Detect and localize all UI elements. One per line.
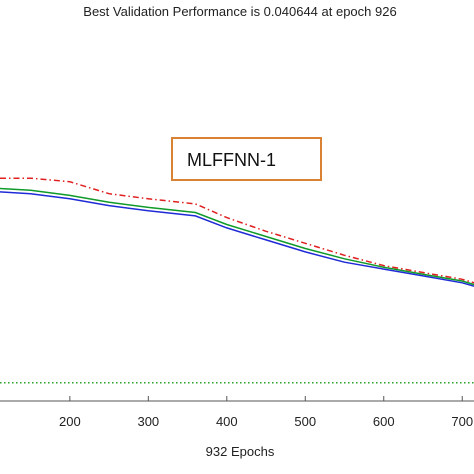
series-layer — [0, 177, 474, 384]
x-tick-label: 600 — [373, 414, 395, 429]
x-axis-label: 932 Epochs — [206, 444, 275, 459]
series-line-1 — [0, 191, 474, 287]
series-line-2 — [0, 187, 474, 286]
x-tick-label: 700 — [451, 414, 473, 429]
annotation-text: MLFFNN-1 — [187, 150, 276, 170]
series-line-3 — [0, 177, 474, 284]
chart-title: Best Validation Performance is 0.040644 … — [83, 4, 396, 19]
x-tick-label: 400 — [216, 414, 238, 429]
annotation-box: MLFFNN-1 — [171, 137, 322, 181]
x-ticks: 200 300 400 500 600 700 — [59, 396, 473, 429]
x-tick-label: 200 — [59, 414, 81, 429]
x-tick-label: 300 — [137, 414, 159, 429]
x-tick-label: 500 — [294, 414, 316, 429]
